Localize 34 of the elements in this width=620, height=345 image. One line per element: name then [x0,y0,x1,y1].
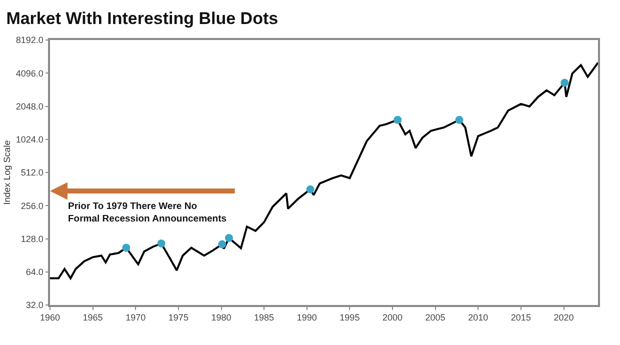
point [122,244,130,252]
point [224,234,233,242]
point [394,116,402,124]
point [455,116,464,124]
x-tick-label: 1995 [340,312,360,323]
y-tick-label: 1024.0 [16,134,44,145]
x-tick-label: 1960 [40,312,60,323]
x-tick-label: 1990 [296,312,317,323]
x-tick-label: 2000 [382,312,403,323]
x-tick-label: 2010 [468,312,488,323]
y-tick-label: 32.0 [26,300,44,310]
y-tick-label: 8192.0 [16,35,44,46]
point [157,239,166,248]
line-series [50,62,598,280]
x-tick-label: 2015 [510,312,531,323]
chart-title: Market With Interesting Blue Dots [6,8,278,28]
y-tick-label: 2048.0 [16,101,44,112]
y-tick-label: 4096.0 [16,68,44,78]
x-tick-label: 1965 [82,312,103,323]
y-tick-label: 512.0 [20,168,44,178]
x-tick-label: 1985 [254,312,274,323]
point [560,78,569,87]
y-axis-title: Index Log Scale [2,140,12,205]
point [218,240,226,248]
point [306,185,314,194]
x-tick-label: 2020 [554,312,574,323]
x-tick-label: 1975 [168,312,188,323]
annotation: Prior To 1979 There Were No Formal Recession Announcements [68,201,227,224]
y-tick-label: 128.0 [20,234,44,244]
y-tick-label: 256.0 [20,200,44,211]
y-tick-label: 64.0 [26,267,44,278]
x-tick-label: 2005 [425,312,446,323]
x-tick-label: 1970 [126,312,146,323]
x-tick-label: 1980 [211,312,232,323]
